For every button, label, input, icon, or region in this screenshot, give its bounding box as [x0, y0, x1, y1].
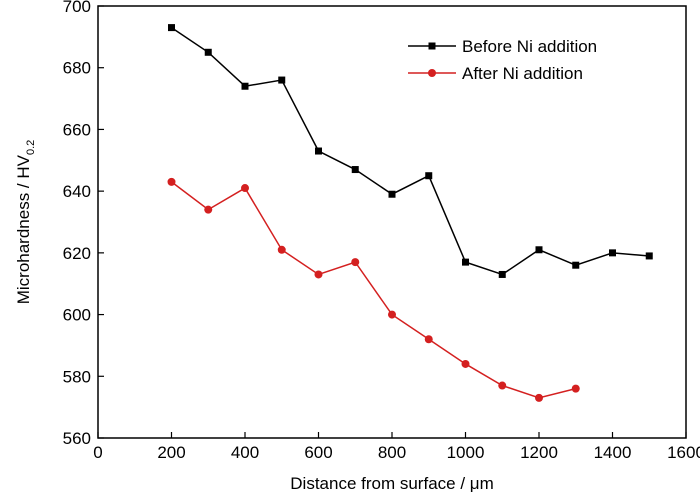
data-point	[609, 249, 616, 257]
data-point	[278, 76, 286, 84]
y-axis-title-main: Microhardness / HV	[14, 154, 33, 304]
y-axis-title: Microhardness / HV0.2	[14, 140, 37, 305]
x-tick-label: 400	[231, 443, 259, 462]
data-point	[498, 381, 507, 390]
data-point	[351, 166, 359, 174]
y-axis: 560 580 600 620 640 660 680 700	[63, 0, 104, 448]
x-axis: 0 200 400 600 800 1000 1200 1400 1600	[93, 432, 700, 462]
data-point	[277, 245, 286, 254]
x-tick-label: 200	[157, 443, 185, 462]
data-point	[241, 184, 249, 193]
data-point	[424, 335, 433, 344]
data-point	[535, 246, 543, 254]
y-tick-label: 660	[63, 120, 91, 139]
y-tick-label: 620	[63, 244, 91, 263]
series-before-ni	[168, 24, 653, 278]
legend: Before Ni addition After Ni addition	[408, 37, 597, 83]
y-tick-label: 680	[63, 59, 91, 78]
y-axis-title-subscript: 0.2	[25, 140, 37, 155]
series-line	[171, 181, 576, 399]
data-point	[168, 24, 175, 32]
data-point	[204, 205, 213, 214]
plot-area	[167, 24, 653, 402]
data-point	[388, 310, 396, 319]
x-tick-label: 1000	[447, 443, 485, 462]
y-tick-label: 560	[63, 429, 91, 448]
legend-marker-after	[428, 69, 436, 77]
data-point	[498, 270, 506, 278]
x-tick-label: 0	[93, 443, 102, 462]
data-point	[571, 384, 580, 393]
data-point	[535, 393, 543, 402]
data-point	[351, 258, 360, 267]
data-point	[572, 261, 580, 269]
x-tick-label: 1600	[667, 443, 700, 462]
data-point	[645, 252, 653, 260]
y-tick-label: 700	[63, 0, 91, 16]
legend-marker-before	[428, 42, 436, 50]
data-point	[314, 270, 323, 279]
x-axis-title: Distance from surface / μm	[290, 474, 493, 493]
data-point	[461, 359, 470, 368]
data-point	[241, 82, 249, 90]
x-tick-label: 1400	[594, 443, 632, 462]
data-point	[425, 172, 433, 180]
y-tick-label: 600	[63, 306, 91, 325]
data-point	[167, 177, 176, 186]
x-tick-label: 800	[378, 443, 406, 462]
y-tick-label: 580	[63, 367, 91, 386]
x-tick-label: 1200	[520, 443, 558, 462]
plot-frame	[97, 5, 687, 439]
data-point	[462, 258, 469, 266]
legend-label-before: Before Ni addition	[462, 37, 597, 56]
data-point	[315, 147, 322, 155]
data-point	[388, 190, 396, 198]
legend-label-after: After Ni addition	[462, 64, 583, 83]
x-tick-label: 600	[304, 443, 332, 462]
y-tick-label: 640	[63, 182, 91, 201]
data-point	[204, 48, 212, 56]
series-line	[171, 26, 650, 276]
series-after-ni	[167, 177, 580, 402]
